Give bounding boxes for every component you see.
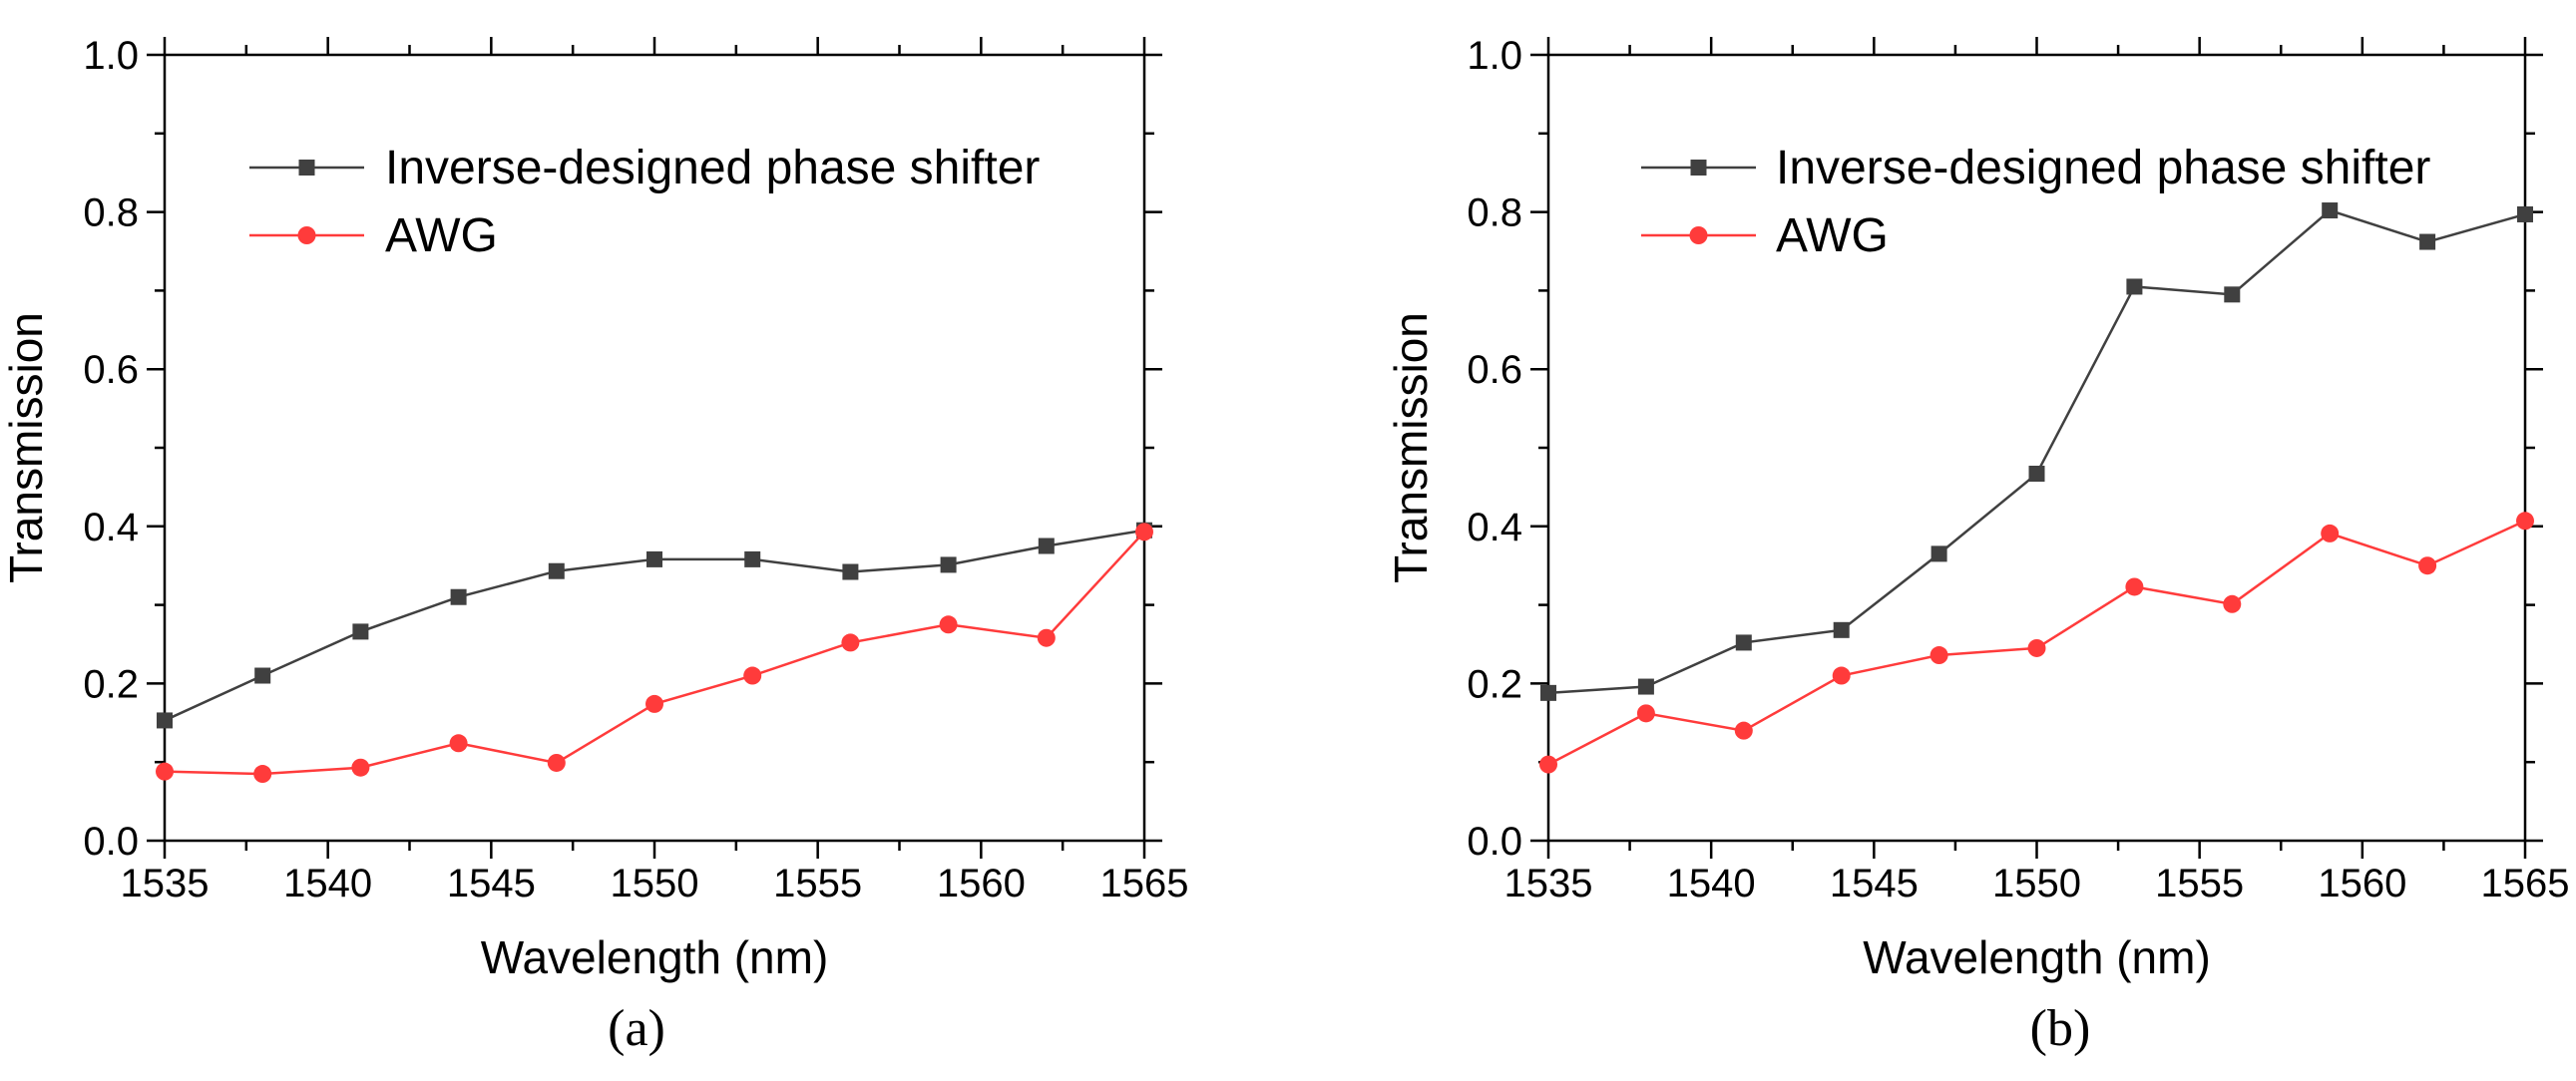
panel-caption: (a) (608, 1000, 665, 1057)
y-tick-label: 0.4 (1467, 506, 1522, 549)
x-tick-label: 1550 (611, 862, 699, 905)
data-point-circle (2516, 512, 2534, 530)
data-point-square (2029, 466, 2045, 482)
data-point-circle (548, 754, 566, 772)
panel-caption: (b) (2030, 1000, 2091, 1057)
legend-label-1: Inverse-designed phase shifter (385, 142, 1040, 194)
data-point-circle (940, 615, 958, 633)
data-point-circle (2418, 556, 2436, 574)
data-point-circle (1038, 629, 1056, 647)
data-point-circle (2125, 577, 2143, 595)
data-point-square (1932, 545, 1947, 561)
y-axis-label: Transmission (1385, 312, 1437, 583)
x-tick-label: 1535 (121, 862, 210, 905)
data-point-circle (1637, 704, 1655, 722)
data-point-circle (2223, 595, 2241, 613)
y-tick-label: 0.2 (83, 662, 139, 706)
data-point-circle (1931, 646, 1948, 664)
x-tick-label: 1555 (773, 862, 862, 905)
legend-marker-square (299, 160, 315, 176)
y-tick-label: 0.4 (83, 506, 139, 549)
data-point-square (842, 564, 858, 580)
legend-marker-square (1691, 160, 1707, 176)
data-point-square (1638, 679, 1654, 695)
x-tick-label: 1555 (2155, 862, 2244, 905)
data-point-circle (1135, 523, 1153, 540)
data-point-square (2126, 278, 2142, 294)
data-point-square (549, 563, 565, 579)
data-point-square (254, 668, 270, 684)
data-point-square (744, 551, 760, 567)
data-point-square (646, 551, 662, 567)
x-tick-label: 1540 (283, 862, 372, 905)
y-tick-label: 0.6 (83, 348, 139, 392)
legend: Inverse-designed phase shifter AWG (1641, 142, 2430, 262)
data-point-square (1834, 622, 1850, 638)
x-tick-label: 1560 (937, 862, 1026, 905)
y-tick-label: 0.6 (1467, 348, 1522, 392)
data-point-circle (1539, 756, 1557, 774)
legend-marker-circle (1690, 226, 1708, 244)
legend-marker-circle (298, 226, 316, 244)
chart-panel-b: 1535 1540 1545 1550 1555 1560 1565 0.0 0.2 0.4 0.6… (1385, 34, 2569, 1057)
data-point-circle (841, 633, 859, 651)
y-tick-label: 0.8 (1467, 191, 1522, 235)
data-point-circle (1833, 667, 1851, 685)
y-tick-label: 0.8 (83, 191, 139, 235)
data-point-circle (450, 734, 468, 752)
data-point-circle (2321, 525, 2339, 542)
data-point-square (157, 712, 173, 728)
data-point-circle (645, 695, 663, 713)
data-point-square (1039, 539, 1055, 554)
y-tick-label: 0.0 (83, 820, 139, 864)
data-point-circle (253, 765, 271, 783)
y-axis-label: Transmission (0, 312, 52, 583)
x-tick-label: 1540 (1667, 862, 1756, 905)
data-point-square (451, 589, 467, 605)
data-point-square (2419, 234, 2435, 250)
data-point-circle (1735, 722, 1753, 740)
data-point-circle (2028, 639, 2046, 657)
chart-panel-a: 1535 1540 1545 1550 1555 1560 1565 0.0 0.2 0.4 0.6… (0, 34, 1188, 1057)
y-tick-label: 0.2 (1467, 662, 1522, 706)
data-point-square (941, 556, 957, 572)
data-point-square (2322, 202, 2338, 218)
x-tick-label: 1545 (447, 862, 536, 905)
legend: Inverse-designed phase shifter AWG (249, 142, 1040, 262)
series-line-1 (1548, 210, 2525, 693)
x-axis-label: Wavelength (nm) (1863, 931, 2211, 983)
figure: 1535 1540 1545 1550 1555 1560 1565 0.0 0.2 0.4 0.6… (0, 0, 2576, 1081)
x-tick-label: 1560 (2318, 862, 2406, 905)
data-point-square (1540, 685, 1556, 701)
data-point-square (352, 623, 368, 639)
legend-label-2: AWG (385, 209, 498, 262)
y-tick-label: 1.0 (83, 34, 139, 78)
y-tick-label: 0.0 (1467, 820, 1522, 864)
data-point-circle (156, 763, 174, 781)
data-point-square (2517, 206, 2533, 222)
legend-label-2: AWG (1776, 209, 1889, 262)
x-tick-label: 1565 (2481, 862, 2570, 905)
data-point-circle (743, 667, 761, 685)
data-point-square (2224, 286, 2240, 302)
data-point-square (1736, 634, 1752, 650)
x-tick-label: 1535 (1504, 862, 1593, 905)
x-axis-label: Wavelength (nm) (481, 931, 829, 983)
x-tick-label: 1545 (1830, 862, 1919, 905)
x-tick-label: 1565 (1100, 862, 1189, 905)
data-point-circle (351, 759, 369, 777)
x-tick-label: 1550 (1992, 862, 2081, 905)
legend-label-1: Inverse-designed phase shifter (1776, 142, 2430, 194)
y-tick-label: 1.0 (1467, 34, 1522, 78)
